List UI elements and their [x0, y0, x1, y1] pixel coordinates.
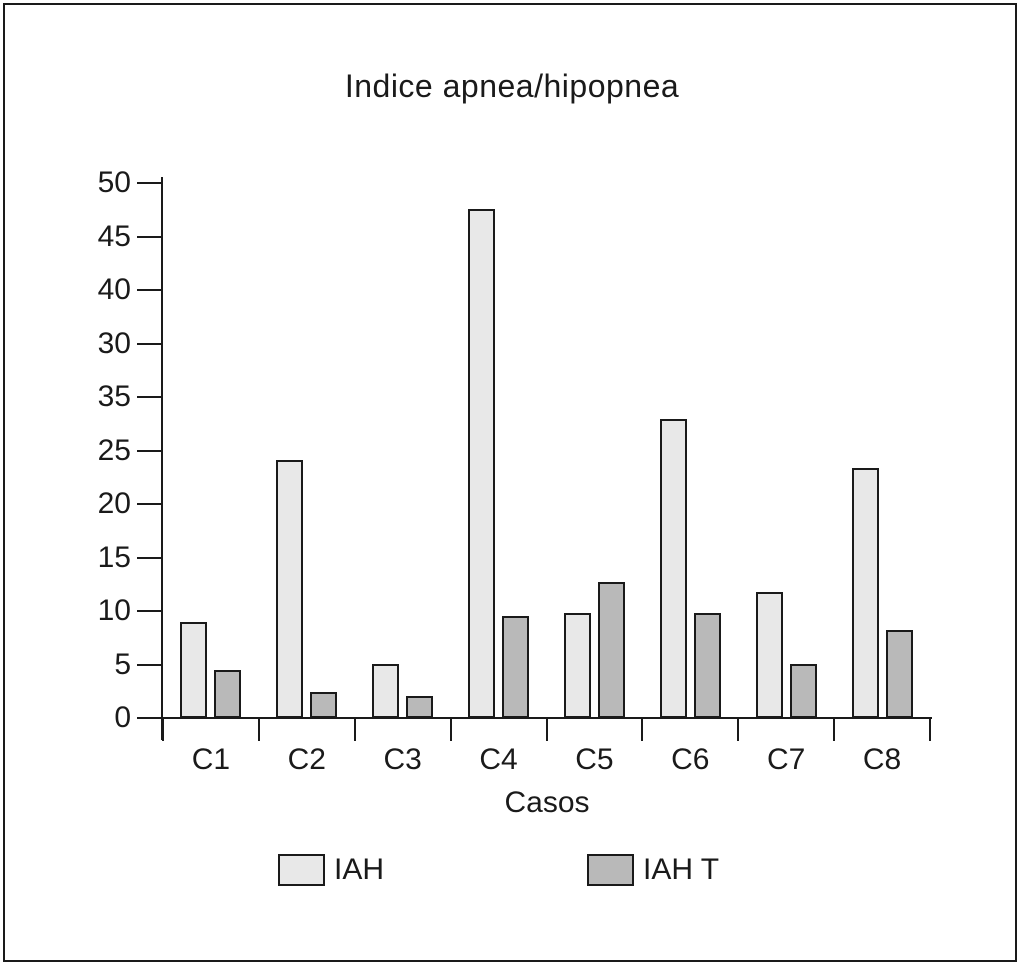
- bar-iah-t-c7: [789, 664, 817, 718]
- x-category-label-c4: C4: [479, 743, 518, 776]
- x-tick-2: [353, 718, 356, 741]
- y-tick-label-25: 25: [97, 433, 131, 467]
- bar-iah-c5: [563, 613, 591, 718]
- chart-title: Indice apnea/hipopnea: [344, 68, 680, 104]
- y-tick-label-0: 0: [114, 701, 131, 734]
- x-tick-4: [545, 718, 548, 741]
- x-tick-0: [162, 718, 164, 741]
- bar-iah-t-c8: [885, 630, 913, 718]
- y-tick-label-40: 40: [97, 273, 131, 306]
- x-axis-title: Casos: [504, 786, 590, 819]
- bar-iah-c6: [659, 419, 687, 718]
- y-tick-40: [137, 289, 163, 291]
- x-tick-8: [929, 718, 931, 741]
- x-category-label-c7: C7: [767, 743, 806, 776]
- y-tick-5: [137, 663, 163, 666]
- bar-iah-t-c3: [406, 696, 434, 718]
- x-tick-5: [641, 718, 644, 741]
- y-tick-50: [137, 182, 163, 184]
- bar-iah-t-c2: [310, 692, 338, 718]
- legend-label-iah: IAH: [334, 853, 385, 886]
- y-tick-label-45: 45: [97, 219, 131, 253]
- y-tick-45: [137, 235, 163, 238]
- bar-iah-c2: [276, 460, 304, 718]
- bar-iah-t-c4: [502, 616, 530, 718]
- legend-swatch-iah-t: [587, 854, 634, 886]
- bar-iah-c3: [372, 664, 400, 718]
- y-tick-label-50: 50: [97, 166, 131, 199]
- x-category-label-c5: C5: [575, 743, 614, 776]
- bar-iah-t-c5: [597, 582, 625, 718]
- x-category-label-c3: C3: [383, 743, 422, 776]
- bar-iah-c1: [180, 622, 208, 718]
- legend-label-iah-t: IAH T: [643, 853, 720, 886]
- x-category-label-c2: C2: [287, 743, 326, 776]
- x-tick-3: [449, 718, 452, 741]
- y-tick-25: [137, 449, 163, 452]
- y-tick-20: [137, 503, 163, 505]
- x-category-label-c6: C6: [671, 743, 710, 776]
- figure-border: [3, 3, 1017, 962]
- y-tick-label-15: 15: [97, 540, 131, 574]
- legend-swatch-iah: [278, 854, 325, 886]
- y-axis-line: [161, 177, 163, 740]
- x-category-label-c1: C1: [191, 743, 231, 776]
- y-tick-label-10: 10: [97, 594, 131, 627]
- x-tick-7: [833, 718, 836, 741]
- y-tick-label-35: 35: [97, 380, 131, 413]
- bar-iah-t-c6: [693, 613, 721, 718]
- x-category-label-c8: C8: [862, 743, 902, 776]
- y-tick-label-5: 5: [114, 647, 131, 681]
- y-tick-0: [137, 717, 163, 719]
- y-tick-30: [137, 342, 163, 345]
- bar-iah-c8: [851, 468, 879, 718]
- y-tick-15: [137, 556, 163, 559]
- y-tick-label-20: 20: [97, 487, 131, 520]
- x-tick-1: [257, 718, 260, 741]
- x-tick-6: [737, 718, 740, 741]
- y-tick-10: [137, 610, 163, 612]
- y-tick-label-30: 30: [97, 326, 131, 360]
- bar-iah-c4: [468, 209, 496, 718]
- bar-iah-t-c1: [214, 670, 242, 718]
- bar-iah-c7: [755, 592, 783, 718]
- y-tick-35: [137, 396, 163, 398]
